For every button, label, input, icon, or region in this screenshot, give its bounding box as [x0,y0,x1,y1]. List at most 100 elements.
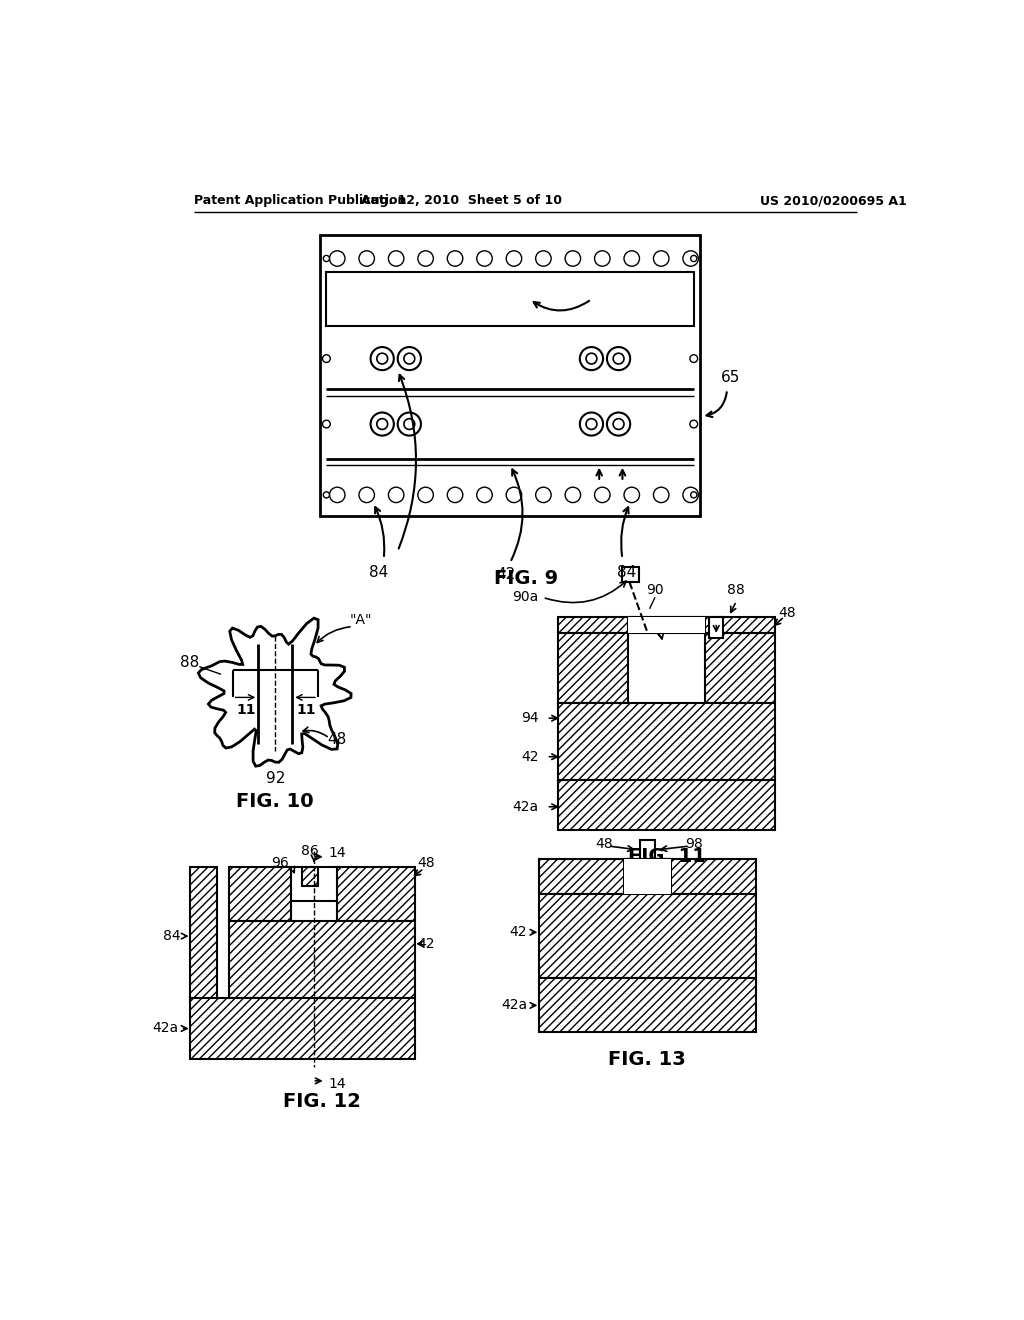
Text: 88: 88 [180,655,200,671]
Text: 42: 42 [521,750,539,764]
Circle shape [624,487,640,503]
Bar [622,566,639,582]
Circle shape [690,355,697,363]
Circle shape [330,251,345,267]
Text: 96: 96 [271,855,289,870]
Circle shape [403,354,415,364]
Text: 98: 98 [685,837,702,850]
Circle shape [323,355,331,363]
Bar [327,272,693,326]
Text: FIG. 10: FIG. 10 [237,792,314,810]
Text: FIG. 13: FIG. 13 [608,1049,686,1069]
Circle shape [388,251,403,267]
Circle shape [536,251,551,267]
Circle shape [653,487,669,503]
Circle shape [359,487,375,503]
Bar [190,867,217,1002]
Bar [190,998,415,1059]
Circle shape [330,487,345,503]
Bar [640,840,655,862]
Bar [302,867,317,886]
Bar [539,859,756,894]
Circle shape [371,347,394,370]
Circle shape [506,251,521,267]
Circle shape [477,487,493,503]
Bar [337,867,415,921]
Text: 86: 86 [301,845,319,858]
Bar [558,702,775,780]
Text: 94: 94 [521,711,539,725]
Text: 84: 84 [163,929,180,942]
Circle shape [403,418,415,429]
Circle shape [477,251,493,267]
Circle shape [397,412,421,436]
Circle shape [690,256,697,261]
Circle shape [447,251,463,267]
Bar [228,867,291,921]
Circle shape [624,251,640,267]
Circle shape [323,420,331,428]
Text: 42a: 42a [513,800,539,813]
Bar [624,859,671,894]
Bar [628,616,706,634]
Circle shape [580,347,603,370]
Text: 84: 84 [369,565,388,581]
Circle shape [565,487,581,503]
Bar [539,978,756,1032]
Circle shape [595,487,610,503]
Bar [228,921,415,998]
Circle shape [683,251,698,267]
Text: 90a: 90a [512,590,539,605]
Circle shape [613,354,624,364]
Circle shape [377,354,388,364]
Circle shape [690,492,697,498]
Circle shape [359,251,375,267]
Text: Aug. 12, 2010  Sheet 5 of 10: Aug. 12, 2010 Sheet 5 of 10 [360,194,562,207]
Text: FIG. 11: FIG. 11 [628,847,706,866]
Bar [558,780,775,830]
Circle shape [586,418,597,429]
Circle shape [397,347,421,370]
Text: 92: 92 [265,771,285,785]
Circle shape [377,418,388,429]
Text: 48: 48 [778,606,796,619]
Text: 42: 42 [418,937,435,950]
Text: "A": "A" [349,614,372,627]
Text: 14: 14 [329,846,346,859]
Circle shape [371,412,394,436]
Circle shape [265,696,278,708]
Text: 65: 65 [721,371,740,385]
Circle shape [580,412,603,436]
Circle shape [607,412,630,436]
Circle shape [613,418,624,429]
Text: 84: 84 [616,565,636,581]
Circle shape [683,487,698,503]
Circle shape [607,347,630,370]
Circle shape [418,251,433,267]
Text: FIG. 9: FIG. 9 [494,569,558,587]
Text: 11: 11 [237,704,256,718]
Text: 48: 48 [328,733,347,747]
Circle shape [536,487,551,503]
Circle shape [506,487,521,503]
Bar [558,616,775,634]
Text: 48: 48 [418,855,435,870]
Polygon shape [199,618,351,766]
Circle shape [324,256,330,261]
Text: FIG. 12: FIG. 12 [283,1092,360,1111]
Circle shape [690,420,697,428]
Circle shape [565,251,581,267]
Text: 88: 88 [727,582,745,597]
Circle shape [653,251,669,267]
Text: 11: 11 [297,704,316,718]
Text: 42a: 42a [153,1022,178,1035]
Circle shape [388,487,403,503]
Bar [706,634,775,702]
Circle shape [595,251,610,267]
Circle shape [586,354,597,364]
Circle shape [324,492,330,498]
Bar [291,867,337,902]
Circle shape [269,700,273,704]
Text: Patent Application Publication: Patent Application Publication [194,194,407,207]
Bar [710,616,723,638]
